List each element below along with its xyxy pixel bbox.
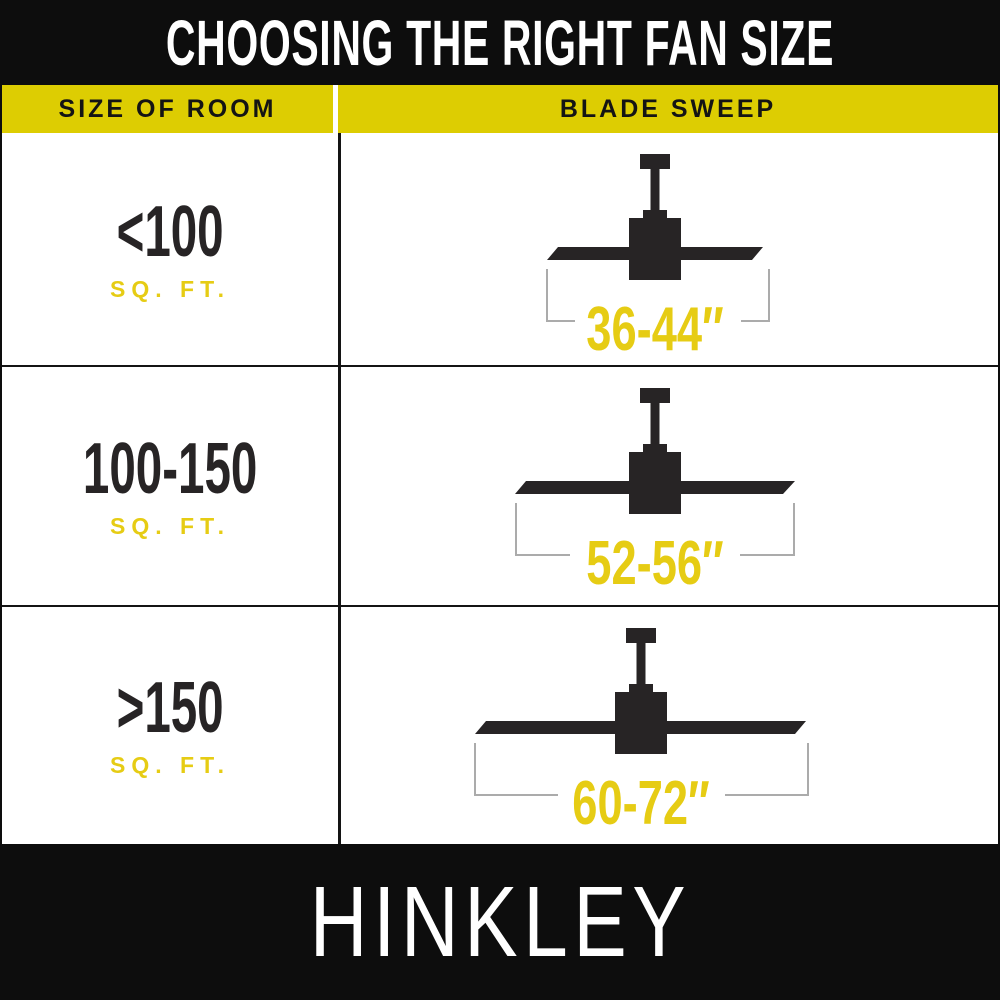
fan-canopy — [640, 154, 670, 169]
fan-coupler — [643, 444, 667, 454]
measurement-bracket — [515, 503, 795, 556]
table-row: >150 SQ. FT. 60-72″ — [2, 607, 998, 844]
ceiling-fan-medium-icon — [515, 388, 795, 556]
title-bar: CHOOSING THE RIGHT FAN SIZE — [0, 0, 1000, 85]
page-title: CHOOSING THE RIGHT FAN SIZE — [165, 6, 835, 79]
fan-figure-small: 36-44″ — [483, 152, 827, 362]
fan-downrod — [650, 402, 660, 446]
room-size-value: <100 — [116, 191, 224, 272]
fan-figure-large: 60-72″ — [469, 626, 813, 836]
room-size-cell: <100 SQ. FT. — [2, 133, 341, 365]
fan-coupler — [629, 684, 653, 694]
measurement-bracket — [474, 743, 809, 796]
table-row: <100 SQ. FT. 36-44″ — [2, 133, 998, 367]
fan-figure-medium: 52-56″ — [483, 386, 827, 596]
room-size-unit: SQ. FT. — [110, 275, 230, 302]
room-size-unit: SQ. FT. — [110, 752, 230, 778]
blade-sweep-value: 60-72″ — [572, 769, 710, 838]
measurement-bracket — [546, 269, 770, 322]
ceiling-fan-small-icon — [546, 154, 770, 322]
brand-bar: HINKLEY — [0, 844, 1000, 1000]
blade-sweep-cell: 36-44″ — [341, 133, 998, 365]
blade-sweep-cell: 52-56″ — [341, 367, 998, 605]
room-size-value: >150 — [116, 668, 224, 748]
room-size-cell: >150 SQ. FT. — [2, 607, 341, 844]
blade-sweep-value: 36-44″ — [586, 295, 724, 364]
fan-canopy — [626, 628, 656, 643]
fan-downrod — [636, 642, 646, 686]
room-size-value: 100-150 — [82, 428, 258, 509]
blade-sweep-cell: 60-72″ — [341, 607, 998, 844]
table-body: <100 SQ. FT. 36-44″ — [0, 133, 1000, 844]
table-header-band: SIZE OF ROOM BLADE SWEEP — [0, 85, 1000, 133]
fan-motor — [629, 452, 681, 514]
room-size-unit: SQ. FT. — [110, 512, 230, 539]
fan-downrod — [650, 168, 660, 212]
column-header-blade-sweep: BLADE SWEEP — [559, 94, 777, 123]
fan-canopy — [640, 388, 670, 403]
fan-motor — [615, 692, 667, 754]
fan-coupler — [643, 210, 667, 220]
table-row: 100-150 SQ. FT. 52-56″ — [2, 367, 998, 607]
column-header-size-of-room: SIZE OF ROOM — [2, 85, 338, 133]
blade-sweep-value: 52-56″ — [586, 529, 724, 598]
fan-motor — [629, 218, 681, 280]
brand-logo-text: HINKLEY — [309, 866, 691, 978]
ceiling-fan-large-icon — [474, 628, 809, 796]
room-size-cell: 100-150 SQ. FT. — [2, 367, 341, 605]
